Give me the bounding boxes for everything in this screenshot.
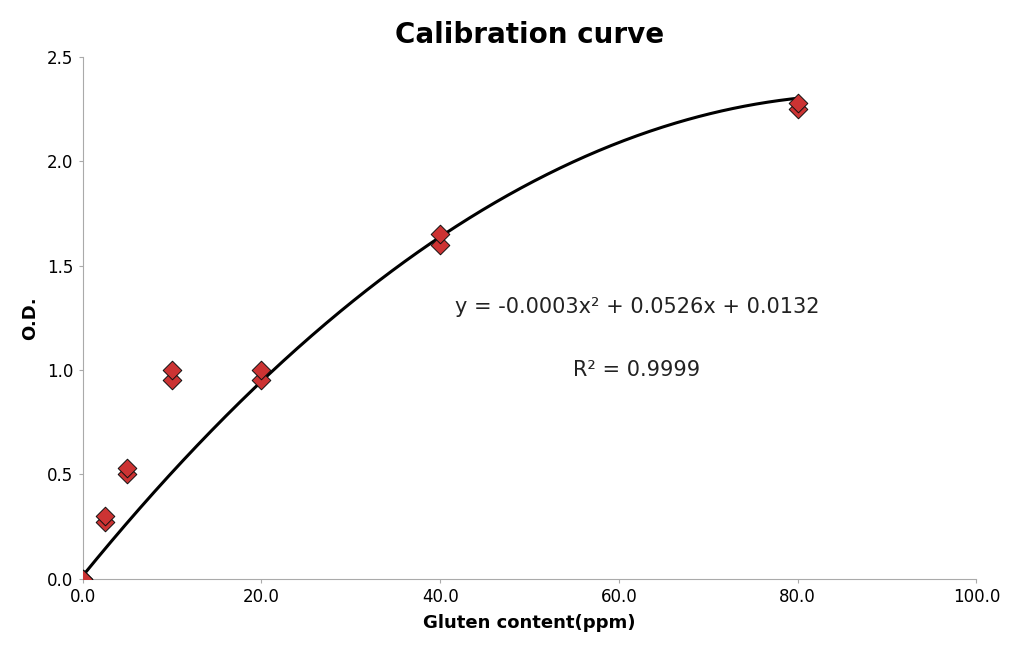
Point: [75, 573, 91, 584]
Point: [789, 104, 806, 114]
Point: [163, 365, 180, 375]
Point: [432, 229, 448, 240]
Point: [432, 240, 448, 250]
Point: [119, 463, 136, 473]
Y-axis label: O.D.: O.D.: [20, 296, 39, 340]
Point: [119, 469, 136, 479]
Point: [75, 573, 91, 584]
X-axis label: Gluten content(ppm): Gluten content(ppm): [424, 614, 636, 632]
Text: y = -0.0003x² + 0.0526x + 0.0132: y = -0.0003x² + 0.0526x + 0.0132: [454, 297, 819, 317]
Text: R² = 0.9999: R² = 0.9999: [573, 360, 700, 380]
Point: [789, 97, 806, 108]
Point: [163, 375, 180, 386]
Point: [253, 365, 270, 375]
Point: [97, 511, 113, 521]
Point: [97, 517, 113, 528]
Title: Calibration curve: Calibration curve: [395, 21, 664, 49]
Point: [253, 375, 270, 386]
